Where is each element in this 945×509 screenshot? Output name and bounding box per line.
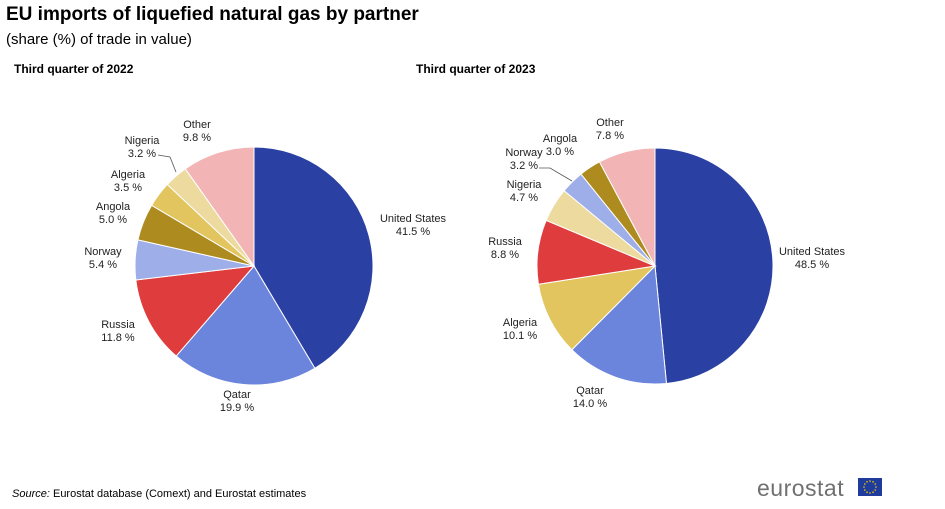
slice-name: Russia	[488, 236, 523, 248]
slice-name: United States	[779, 246, 846, 258]
pie-slice-united-states	[654, 147, 774, 384]
slice-name: Norway	[84, 246, 122, 258]
data-label-qatar: Qatar 14.0 %	[573, 385, 607, 410]
slice-value: 7.8 %	[596, 130, 624, 142]
pie-slice-other	[184, 146, 255, 268]
eu-flag-icon	[858, 478, 882, 496]
data-label-other: Other 7.8 %	[596, 117, 624, 142]
slice-value: 41.5 %	[396, 226, 430, 238]
data-label-nigeria: Nigeria 3.2 %	[125, 135, 161, 160]
data-label-norway: Norway 5.4 %	[84, 246, 122, 271]
chart-subtitle: (share (%) of trade in value)	[6, 31, 192, 48]
flag-star	[864, 489, 866, 491]
data-label-angola: Angola 3.0 %	[543, 133, 578, 158]
flag-star	[872, 491, 874, 493]
slice-name: Nigeria	[125, 135, 161, 147]
slice-value: 11.8 %	[101, 332, 135, 344]
slice-name: Norway	[505, 147, 543, 159]
leader-line	[157, 154, 177, 173]
slice-value: 10.1 %	[503, 330, 537, 342]
slice-value: 3.2 %	[128, 148, 156, 160]
data-label-norway: Norway 3.2 %	[505, 147, 543, 172]
data-label-russia: Russia 11.8 %	[101, 319, 136, 344]
data-label-russia: Russia 8.8 %	[488, 236, 523, 261]
flag-star	[874, 489, 876, 491]
pie-slice-algeria	[537, 265, 657, 351]
data-label-qatar: Qatar 19.9 %	[220, 389, 254, 414]
slice-name: Angola	[96, 201, 131, 213]
flag-star	[863, 486, 865, 488]
pie-slice-qatar	[175, 265, 316, 386]
source-label: Source:	[12, 488, 50, 500]
slice-name: Algeria	[503, 317, 538, 329]
source-note: Source: Eurostat database (Comext) and E…	[12, 488, 306, 500]
source-text: Eurostat database (Comext) and Eurostat …	[49, 488, 307, 500]
flag-star	[874, 483, 876, 485]
data-label-algeria: Algeria 10.1 %	[503, 317, 538, 342]
slice-name: Qatar	[223, 389, 251, 401]
pie-slice-russia	[135, 265, 256, 357]
slice-value: 48.5 %	[795, 259, 829, 271]
data-label-united-states: United States 48.5 %	[779, 246, 846, 271]
pie-1	[536, 147, 774, 385]
slice-value: 4.7 %	[510, 192, 538, 204]
slice-name: Qatar	[576, 385, 604, 397]
slice-value: 3.2 %	[510, 160, 538, 172]
slice-value: 19.9 %	[220, 402, 254, 414]
slice-value: 5.4 %	[89, 259, 117, 271]
flag-star	[875, 486, 877, 488]
pie-slice-qatar	[571, 264, 668, 385]
chart-title: EU imports of liquefied natural gas by p…	[6, 4, 419, 25]
slice-name: Russia	[101, 319, 136, 331]
slice-name: Other	[183, 119, 211, 131]
data-label-united-states: United States 41.5 %	[380, 213, 447, 238]
slice-name: Angola	[543, 133, 578, 145]
data-label-algeria: Algeria 3.5 %	[111, 169, 146, 194]
slice-name: Nigeria	[507, 179, 543, 191]
leader-line	[539, 167, 573, 182]
flag-star	[872, 481, 874, 483]
slice-value: 5.0 %	[99, 214, 127, 226]
slice-value: 14.0 %	[573, 398, 607, 410]
pie-title-2022: Third quarter of 2022	[14, 62, 134, 76]
slice-name: United States	[380, 213, 447, 225]
slice-value: 8.8 %	[491, 249, 519, 261]
pie-slice-other	[598, 147, 656, 267]
data-label-angola: Angola 5.0 %	[96, 201, 131, 226]
pie-title-2023: Third quarter of 2023	[416, 62, 536, 76]
eurostat-logo: eurostat	[757, 475, 845, 501]
data-label-nigeria: Nigeria 4.7 %	[507, 179, 543, 204]
slice-name: Algeria	[111, 169, 146, 181]
slice-value: 9.8 %	[183, 132, 211, 144]
data-label-other: Other 9.8 %	[183, 119, 211, 144]
flag-star	[869, 480, 871, 482]
flag-star	[866, 491, 868, 493]
slice-value: 3.0 %	[546, 146, 574, 158]
flag-star	[869, 492, 871, 494]
flag-star	[866, 481, 868, 483]
slice-name: Other	[596, 117, 624, 129]
slice-value: 3.5 %	[114, 182, 142, 194]
pie-0	[134, 146, 374, 386]
pie-slice-united-states	[253, 146, 374, 369]
flag-star	[864, 483, 866, 485]
